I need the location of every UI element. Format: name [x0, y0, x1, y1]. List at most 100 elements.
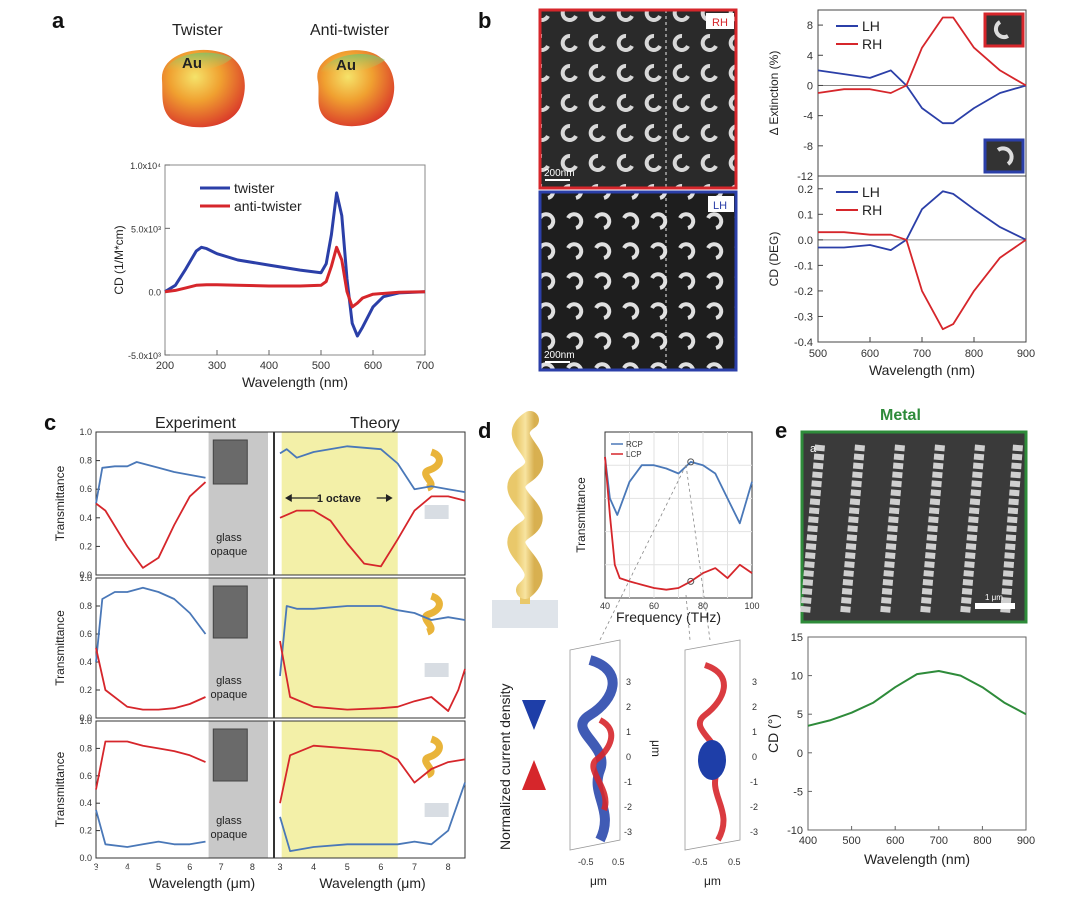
chart-e-ytick-label: 15 — [791, 632, 803, 644]
chart-b-bottom-xtick-label: 500 — [809, 348, 827, 360]
chart-e-ytick-label: 0 — [797, 748, 803, 760]
chart-a: -5.0x10³ 0.0 5.0x10³ 1.0x10⁴ 200 300 400 500 600… — [112, 161, 434, 390]
chart-e-xtick-label: 600 — [886, 835, 904, 847]
chart-c-ytick-label: 0.4 — [79, 513, 92, 523]
chart-c-xtick-label-left: 6 — [187, 862, 192, 872]
chart-b-top-ytick-label: 8 — [807, 20, 813, 32]
chart-d-legend-label: LCP — [626, 450, 642, 459]
twister-particle: Au — [161, 49, 245, 128]
chart-c-helix-base — [424, 663, 449, 677]
chart-c-ytick-label: 1.0 — [79, 573, 92, 583]
chart-c-theory-blue-line — [279, 782, 466, 852]
chart-c-exp-red-line — [95, 481, 207, 569]
sem-rh-scale: 200nm — [544, 168, 575, 179]
chart-c-xtick-label-left: 7 — [219, 862, 224, 872]
chart-c-octave-arrowhead-right — [385, 494, 393, 502]
svg-text:2: 2 — [626, 702, 631, 712]
chart-a-legend-label: twister — [234, 180, 275, 196]
chart-c-ytick-label: 0.6 — [79, 771, 92, 781]
chart-d: 40 60 80 100 Frequency (THz) Transmittance RCP… — [574, 431, 760, 625]
chart-c-xtick-label-right: 6 — [378, 862, 383, 872]
chart-a-ylabel: CD (1/M*cm) — [112, 225, 126, 294]
chart-b-top-ytick-label: 0 — [807, 80, 813, 92]
chart-b-bottom-ytick-label: -0.2 — [794, 286, 813, 298]
svg-text:-0.5: -0.5 — [578, 857, 594, 867]
chart-c-xtick-label-left: 4 — [125, 862, 130, 872]
chart-b-top-series-line — [817, 16, 1027, 94]
chart-c-exp-blue-line — [95, 809, 206, 848]
chart-c-glass-label: glass — [216, 815, 242, 827]
svg-text:2: 2 — [752, 702, 757, 712]
b-inset-icons — [983, 12, 1025, 174]
chart-c-xlabel-right: Wavelength (μm) — [319, 875, 425, 891]
chart-a-ytick-label: 1.0x10⁴ — [130, 161, 161, 171]
chart-a-xlabel: Wavelength (nm) — [242, 374, 348, 390]
chart-e-ylabel: CD (°) — [765, 714, 781, 753]
chart-c-ytick-label: 0.6 — [79, 629, 92, 639]
panel-a-label: a — [52, 8, 65, 33]
chart-c-ytick-label: 0.4 — [79, 798, 92, 808]
chart-d-ylabel: Transmittance — [574, 477, 588, 553]
chart-a-xtick-label: 600 — [364, 360, 382, 372]
chart-d-series-line — [604, 456, 753, 591]
chart-c-octave-arrowhead-left — [285, 494, 292, 502]
svg-text:-3: -3 — [750, 827, 758, 837]
chart-c-ytick-label: 0.0 — [79, 853, 92, 863]
chart-a-xtick-label: 700 — [416, 360, 434, 372]
chart-a-series-line — [164, 245, 426, 309]
chart-b-bottom-xlabel: Wavelength (nm) — [869, 362, 975, 378]
chart-c-opaque-label: opaque — [211, 546, 248, 558]
watermark: 大数跨境 — [9, 863, 132, 889]
chart-b-top-legend-label: LH — [862, 18, 880, 34]
metal-helix-sem: a 1 μm — [800, 430, 1028, 624]
current-density-helix-1: 3 2 1 0 -1 -2 -3 -0.5 0.5 μm μm — [569, 639, 663, 888]
chart-c-xtick-label-right: 5 — [345, 862, 350, 872]
chart-a-xtick-label: 200 — [156, 360, 174, 372]
chart-d-xtick-label: 40 — [600, 601, 610, 611]
chart-c-ytick-label: 0.0 — [79, 713, 92, 723]
helix1-x-label: μm — [590, 874, 607, 888]
chart-c-octave-label: 1 octave — [317, 493, 361, 505]
chart-c-exp-red-line — [95, 647, 206, 711]
sem-lh-image: LH 200nm — [538, 190, 738, 372]
chart-c-xtick-label-right: 7 — [412, 862, 417, 872]
chart-c-exp-blue-line — [95, 586, 207, 663]
chart-e-xtick-label: 900 — [1017, 835, 1035, 847]
chart-b-top-ytick-label: -8 — [803, 141, 813, 153]
chart-a-ytick-label: 5.0x10³ — [131, 224, 161, 234]
chart-c-xtick-label-right: 8 — [446, 862, 451, 872]
chart-c-helix-icon — [422, 735, 443, 779]
chart-b-bottom-xtick-label: 700 — [913, 348, 931, 360]
chart-a-ytick-label: -5.0x10³ — [128, 351, 161, 361]
chart-b-bottom-legend-label: RH — [862, 202, 882, 218]
svg-text:0: 0 — [626, 752, 631, 762]
chart-b-bottom-frame — [817, 175, 1027, 343]
chart-b-bottom-xtick-label: 900 — [1017, 348, 1035, 360]
sem-rh-tag: RH — [712, 17, 728, 29]
chart-c-octave-band — [281, 721, 398, 858]
chart-c-ylabel: Transmittance — [53, 751, 67, 827]
chart-c-glass-label: glass — [216, 675, 242, 687]
chart-c-ylabel: Transmittance — [53, 610, 67, 686]
chart-b-bottom-series-line — [818, 231, 1027, 331]
chart-d-xtick-label: 60 — [649, 601, 659, 611]
chart-c-helix-base — [424, 505, 449, 519]
chart-e-xtick-label: 500 — [842, 835, 860, 847]
svg-text:0: 0 — [752, 752, 757, 762]
chart-a-xtick-label: 300 — [208, 360, 226, 372]
antitwister-au-label: Au — [336, 57, 356, 74]
chart-c-octave-label-bg — [318, 490, 377, 506]
chart-c-xtick-label-right: 4 — [311, 862, 316, 872]
chart-b-top-series-line — [817, 69, 1027, 125]
chart-c-xtick-label-left: 3 — [93, 862, 98, 872]
chart-d-xtick-label: 80 — [698, 601, 708, 611]
chart-d-xlabel: Frequency (THz) — [616, 609, 721, 625]
chart-e-xtick-label: 400 — [799, 835, 817, 847]
chart-c-helix-icon — [422, 592, 443, 636]
chart-a-series-line — [164, 191, 426, 338]
chart-e-ytick-label: 10 — [791, 671, 803, 683]
chart-c-ylabel: Transmittance — [53, 465, 67, 541]
helix2-x-label: μm — [704, 874, 721, 888]
